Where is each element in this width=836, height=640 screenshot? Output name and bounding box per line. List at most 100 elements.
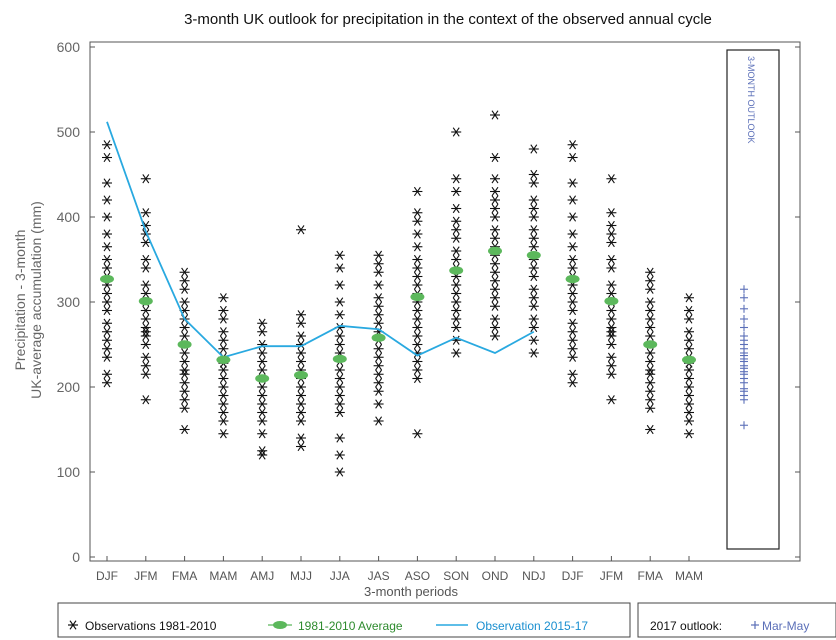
observation-point [140,263,151,273]
observation-point [257,327,268,337]
observation-point [645,348,656,358]
y-axis-label-line2: UK-average accumulation (mm) [28,201,44,399]
observation-point [606,395,617,405]
observation-point [412,314,423,324]
average-point [526,251,541,260]
legend-item-outlook: Mar-May [751,619,809,633]
observation-point [528,284,539,294]
observation-point [528,322,539,333]
observation-point [451,216,462,226]
average-point [565,274,580,284]
observation-point [296,382,306,392]
observation-point [140,395,151,405]
outlook-point [740,395,748,404]
observation-point [567,352,578,362]
observation-point [451,297,462,307]
observation-point [606,174,617,184]
observation-point [179,276,190,286]
x-tick-label: MAM [675,569,703,583]
observation-point [490,174,500,184]
plot-frame [89,41,801,562]
outlook-box [726,49,780,550]
observation-point [684,344,694,354]
observation-point [140,369,151,379]
legend-label-outlook: Mar-May [762,619,809,633]
average-point [371,333,386,342]
observation-point [645,356,656,367]
observation-point [567,195,578,205]
observation-point [334,390,345,401]
average-point [255,374,270,383]
observation-point [451,305,462,316]
observation-point [412,263,423,273]
observation-2015-17-series [106,121,535,359]
y-tick-label: 0 [72,549,80,565]
observation-point [490,233,500,243]
average-point [100,274,114,284]
observation-point [373,386,384,396]
y-axis-label-line1: Precipitation - 3-month [12,230,28,371]
observation-point [606,254,617,265]
observation-point [334,382,345,392]
observation-point [412,186,423,197]
x-tick-label: JFM [600,569,623,583]
observation-point [490,212,500,222]
observation-point [140,280,151,290]
observation-point [451,203,462,214]
observation-point [606,322,617,333]
observation-point [102,327,112,337]
observation-point [257,365,268,375]
observation-point [257,318,268,328]
observation-point [606,280,617,290]
outlook-legend-box [637,602,836,638]
observation-point [451,127,462,137]
observation-point [645,369,656,379]
observation-point [140,314,151,324]
observation-point [218,305,229,316]
observation-point [218,390,229,401]
observation-point [645,395,656,405]
legend-label-observations: Observations 1981-2010 [85,619,217,633]
observation-point [528,314,539,324]
observation-point [102,318,112,328]
observation-point [606,314,617,324]
x-tick-label: DJF [96,569,118,583]
observation-point [179,348,190,358]
observation-point [528,225,539,235]
observation-point [373,310,384,320]
observation-point [412,322,423,333]
observation-point [296,416,306,426]
observation-point [257,382,268,392]
observation-point [567,212,578,222]
observation-point [606,327,617,337]
observation-point [140,288,151,299]
observation-point [412,216,423,226]
observation-point [102,344,112,354]
observation-2015-17-line [106,121,535,359]
observation-point [257,450,268,460]
observation-point [451,233,462,243]
observation-point [102,152,112,163]
observation-point [334,297,345,307]
observation-point [451,225,462,235]
observation-point [412,305,423,316]
observation-point [179,284,190,294]
observation-point [218,327,229,337]
observation-point [296,348,306,358]
observation-point [684,327,694,337]
observation-point [684,416,694,426]
observation-point [140,361,151,371]
average-point [410,292,425,302]
observation-point [645,386,656,396]
observation-point [296,331,306,341]
observation-point [373,369,384,379]
average-point [604,296,619,306]
observation-point [567,242,578,252]
observation-point [179,331,190,341]
observation-point [373,318,384,328]
observation-point [334,263,345,273]
observation-point [490,195,500,205]
observation-point [645,322,656,333]
average-point [177,340,192,349]
observation-point [334,450,345,460]
